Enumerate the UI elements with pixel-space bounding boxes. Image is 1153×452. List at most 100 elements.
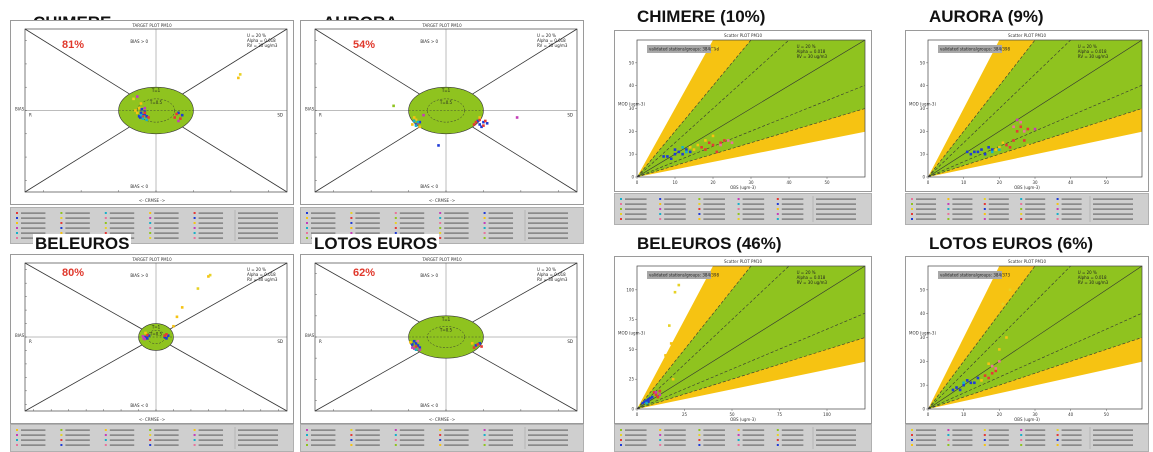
legend-text-line (1061, 203, 1082, 205)
legend-text-line (1093, 434, 1133, 436)
legend-text-line (65, 429, 90, 431)
legend-swatch (698, 439, 701, 441)
data-point (1008, 146, 1012, 149)
legend-swatch (737, 198, 740, 200)
legend-text-line (703, 208, 725, 210)
data-point (173, 116, 177, 119)
data-point (994, 369, 998, 373)
legend-text-line (488, 222, 514, 224)
legend-text-line (399, 222, 425, 224)
legend-text-line (664, 439, 686, 441)
x-tick-label: 0 (636, 180, 639, 185)
axis-top-label: BIAS > 0 (130, 39, 148, 44)
legend-text-line (528, 444, 568, 446)
legend-swatch (737, 218, 740, 220)
legend-swatch (776, 429, 779, 431)
data-point (711, 134, 715, 138)
y-tick-label: 30 (920, 106, 926, 111)
data-point (472, 346, 476, 349)
model-title: LOTOS EUROS (312, 234, 440, 254)
model-title: LOTOS EUROS (6%) (929, 234, 1094, 253)
y-tick-label: 40 (920, 311, 926, 316)
data-point (141, 117, 145, 120)
legend-text-line (781, 434, 804, 436)
plot-title: Scatter PLOT PM10 (724, 259, 762, 264)
legend-text-line (488, 434, 514, 436)
x-tick-label: 0 (927, 412, 930, 417)
legend-swatch (483, 237, 486, 239)
data-point (958, 388, 962, 392)
legend-text-line (528, 429, 568, 431)
legend-text-line (625, 218, 647, 220)
legend-text-line (916, 213, 937, 215)
y-tick-label: 10 (629, 152, 635, 157)
legend-text-line (1025, 198, 1046, 200)
info-line: U = 20 % (537, 267, 556, 272)
legend-swatch (439, 439, 442, 441)
legend-swatch (394, 212, 397, 214)
legend-swatch (394, 227, 397, 229)
data-point (658, 389, 662, 393)
x-axis-label: OBS (ugm-3) (730, 185, 756, 190)
legend-text-line (1061, 213, 1082, 215)
legend-swatch (16, 227, 18, 229)
data-point (677, 283, 681, 287)
data-point (470, 342, 474, 345)
target-plot-aurora: T=1 T=0.5 TARGET PLOT PM10 BIAS > 0 BIAS < 0… (300, 20, 584, 205)
legend-text-line (988, 208, 1009, 210)
legend-text-line (916, 208, 937, 210)
data-point (688, 146, 692, 149)
legend-swatch (104, 439, 107, 441)
data-point (987, 376, 990, 380)
legend-swatch (776, 439, 779, 441)
data-point (474, 120, 478, 124)
legend-swatch (1020, 213, 1023, 215)
legend-swatch (149, 429, 152, 431)
data-point (681, 146, 684, 149)
legend-text-line (703, 218, 725, 220)
legend-text-line (198, 237, 224, 239)
data-point (641, 401, 644, 405)
axis-bottom-label: BIAS < 0 (420, 184, 438, 189)
info-line: Alpha = 0.018 (1078, 275, 1107, 280)
x-tick-label: 10 (961, 180, 967, 185)
legend-swatch (947, 213, 950, 215)
legend-swatch (1056, 434, 1059, 436)
data-point (147, 334, 151, 337)
legend-swatch (193, 429, 196, 431)
legend-swatch (737, 203, 740, 205)
legend-swatch (983, 429, 986, 431)
legend-swatch (149, 232, 152, 234)
legend-text-line (399, 439, 425, 441)
legend-panel (905, 193, 1149, 225)
legend-swatch (698, 444, 701, 446)
legend-text-line (65, 212, 90, 214)
legend-text-line (916, 429, 937, 431)
legend-swatch (104, 429, 107, 431)
info-line: RV = 30 ug/m3 (537, 277, 568, 282)
legend-swatch (659, 208, 662, 210)
model-title: AURORA (9%) (929, 7, 1044, 26)
legend-swatch (60, 444, 63, 446)
legend-text-line (781, 439, 804, 441)
data-point (145, 337, 149, 340)
legend-text-line (816, 429, 856, 431)
legend-swatch (1020, 429, 1023, 431)
legend-swatch (306, 217, 308, 219)
data-point (422, 113, 425, 117)
legend-swatch (439, 212, 442, 214)
data-point (411, 123, 414, 126)
legend-text-line (488, 429, 514, 431)
data-point (175, 315, 179, 319)
legend-swatch (1056, 203, 1059, 205)
legend-text-line (1093, 208, 1133, 210)
percent-label: 54% (353, 39, 376, 51)
legend-swatch (483, 429, 486, 431)
legend-swatch (947, 444, 950, 446)
data-point (998, 360, 1001, 363)
legend-swatch (983, 218, 986, 220)
legend-text-line (444, 232, 469, 234)
data-point (196, 287, 200, 290)
legend-swatch (104, 222, 107, 224)
legend-swatch (1056, 429, 1059, 431)
